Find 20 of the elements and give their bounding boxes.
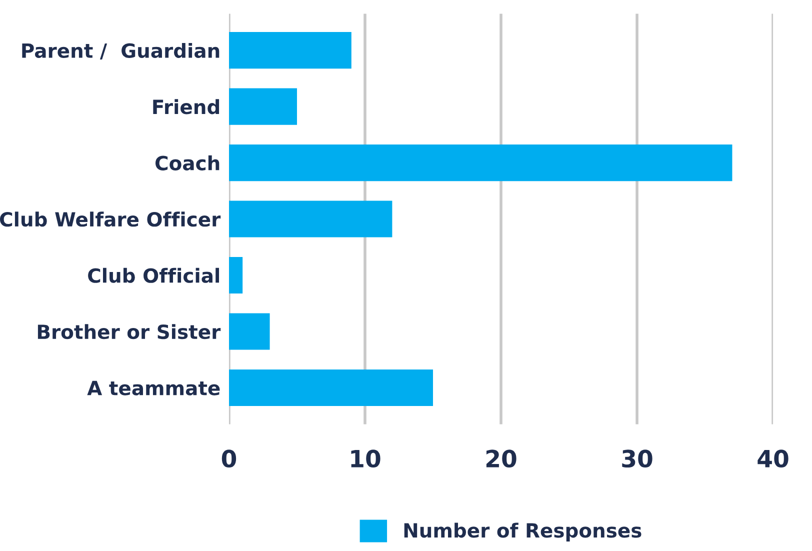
legend-label: Number of Responses — [404, 522, 642, 542]
y-tick-label: A teammate — [87, 380, 220, 396]
bar — [228, 256, 243, 294]
y-tick-label: Friend — [153, 99, 220, 114]
bar — [228, 144, 732, 182]
bar — [228, 88, 297, 125]
x-tick-label: 10 — [351, 450, 380, 468]
x-tick-label: 0 — [222, 450, 236, 468]
y-tick-label: Club Official — [88, 268, 220, 283]
y-tick-label: Club Welfare Officer — [0, 212, 221, 227]
bar — [228, 369, 433, 406]
bar — [228, 32, 352, 69]
y-tick-label: Parent / Guardian — [22, 42, 220, 60]
x-tick-label: 30 — [622, 450, 652, 468]
bar — [228, 313, 270, 350]
x-tick-label: 20 — [486, 450, 516, 468]
y-tick-label: Coach — [156, 155, 220, 170]
bar — [228, 200, 392, 238]
x-tick-label: 40 — [758, 450, 788, 468]
y-tick-label: Brother or Sister — [38, 324, 221, 340]
